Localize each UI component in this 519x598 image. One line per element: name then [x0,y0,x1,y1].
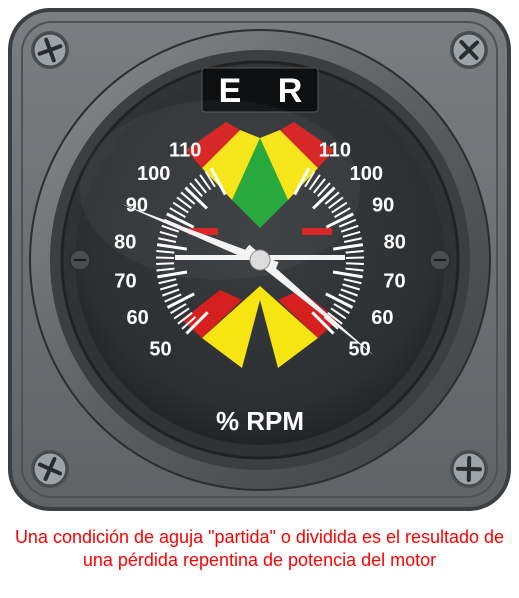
tick-label: 50 [348,338,370,360]
tick-label: 70 [383,270,405,292]
panel-screw [31,450,69,488]
tick-label: 70 [114,270,136,292]
panel-screw [31,31,69,69]
tick-label: 50 [149,338,171,360]
dual-tachometer-gauge: ER11010090807060501101009080706050% RPM [0,0,519,520]
tick-label: 90 [372,195,394,217]
caption-text: Una condición de aguja "partida" o divid… [0,520,519,579]
tick-label: 80 [384,232,406,254]
tick-label: 60 [371,307,393,329]
panel-screw [450,31,488,69]
glass-glare [80,100,360,280]
panel-screw [450,450,488,488]
engine-label-R: R [278,72,303,110]
unit-label: % RPM [216,406,304,436]
tick-label: 60 [127,307,149,329]
